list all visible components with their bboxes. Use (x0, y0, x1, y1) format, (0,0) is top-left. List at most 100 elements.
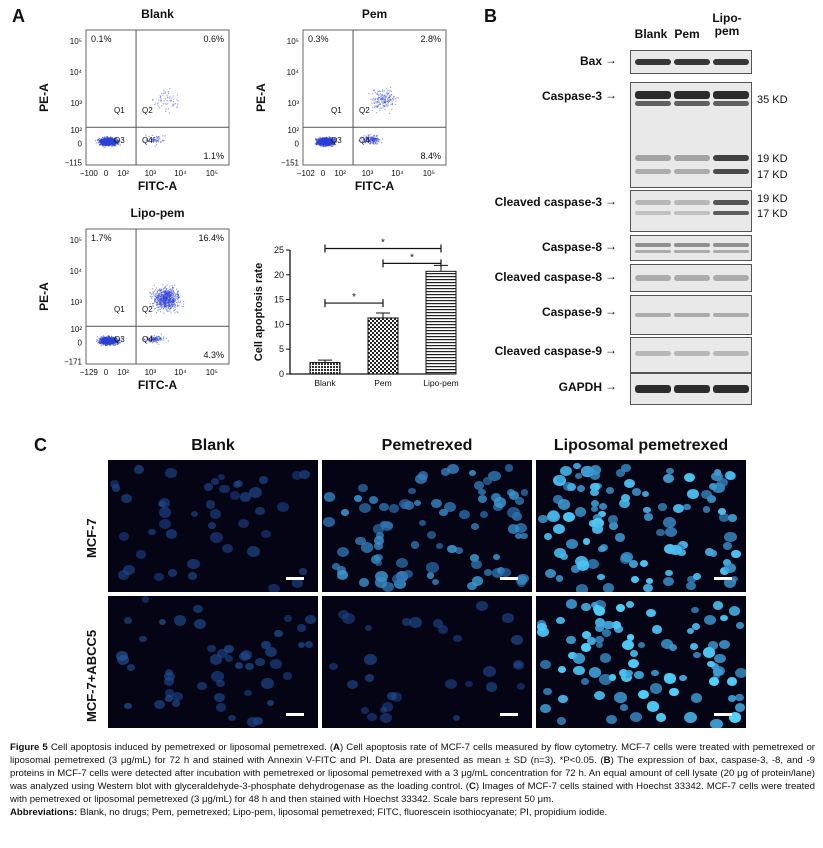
stained-nucleus (687, 489, 699, 499)
stained-nucleus (485, 682, 497, 692)
blot-label: Caspase-9 (541, 305, 602, 319)
protein-band (674, 169, 710, 174)
stained-nucleus (595, 635, 604, 643)
stained-nucleus (666, 467, 675, 475)
stained-nucleus (684, 711, 697, 723)
stained-nucleus (734, 703, 746, 712)
stained-nucleus (637, 641, 645, 649)
stained-nucleus (465, 680, 473, 688)
stained-nucleus (566, 538, 579, 549)
stained-nucleus (216, 703, 227, 712)
protein-band (713, 385, 749, 393)
stained-nucleus (403, 570, 413, 579)
caption-a: A (333, 742, 340, 753)
stained-nucleus (388, 503, 400, 513)
quadrant-label-q4: Q4 (142, 136, 153, 145)
stained-nucleus (573, 462, 582, 470)
stained-nucleus (514, 661, 522, 669)
stained-nucleus (703, 615, 716, 626)
protein-band (713, 275, 749, 281)
stained-nucleus (710, 718, 723, 728)
stained-nucleus (387, 691, 397, 700)
bar-y-tick-label: 0 (279, 369, 284, 379)
stained-nucleus (621, 494, 631, 503)
stained-nucleus (621, 463, 632, 473)
stained-nucleus (514, 523, 527, 534)
stained-nucleus (665, 569, 674, 577)
stained-nucleus (124, 702, 133, 710)
stained-nucleus (221, 543, 233, 554)
stained-nucleus (685, 581, 697, 591)
stained-nucleus (148, 528, 157, 536)
blot-membrane (630, 82, 752, 188)
percent-q1: 0.3% (308, 34, 329, 44)
stained-nucleus (639, 559, 649, 567)
stained-nucleus (454, 546, 463, 554)
stained-nucleus (342, 612, 356, 624)
stained-nucleus (373, 536, 384, 545)
arrow-icon: → (605, 53, 617, 67)
stained-nucleus (583, 538, 591, 545)
stained-nucleus (540, 659, 552, 670)
stained-nucleus (283, 615, 293, 623)
quadrant-label-q1: Q1 (114, 305, 125, 314)
stained-nucleus (255, 507, 265, 516)
stained-nucleus (687, 575, 697, 584)
bar-y-tick-label: 25 (274, 245, 284, 255)
flow-plot-title: Pem (362, 7, 387, 21)
stained-nucleus (683, 503, 691, 511)
stained-nucleus (158, 506, 172, 518)
micrograph-column-title: Blank (191, 437, 235, 454)
stained-nucleus (558, 665, 567, 673)
quadrant-label-q2: Q2 (142, 305, 153, 314)
stained-nucleus (246, 546, 260, 557)
lane-label: Pem (674, 27, 700, 41)
stained-nucleus (374, 559, 383, 567)
stained-nucleus (565, 599, 577, 609)
stained-nucleus (595, 641, 604, 649)
stained-nucleus (210, 532, 224, 544)
stained-nucleus (259, 476, 268, 484)
stained-nucleus (620, 704, 629, 711)
stained-nucleus (716, 477, 728, 488)
x-axis-label: FITC-A (138, 378, 178, 392)
flow-plot-title: Lipo-pem (131, 206, 185, 220)
protein-band (713, 101, 749, 106)
fluorescence-micrograph (322, 596, 532, 728)
percent-q2: 16.4% (198, 233, 224, 243)
bar-blank (309, 362, 341, 375)
stained-nucleus (375, 531, 385, 540)
bar-category-label: Blank (314, 378, 336, 388)
stained-nucleus (166, 529, 178, 539)
stained-nucleus (483, 568, 493, 576)
stained-nucleus (650, 669, 659, 677)
stained-nucleus (426, 530, 436, 539)
stained-nucleus (305, 615, 316, 625)
protein-band (635, 351, 671, 356)
stained-nucleus (154, 699, 166, 709)
y-tick-label: −151 (281, 158, 300, 167)
stained-nucleus (566, 482, 577, 491)
significance-star: * (381, 238, 385, 249)
stained-nucleus (568, 652, 577, 660)
stained-nucleus (392, 574, 405, 585)
x-tick-label: 10⁴ (391, 169, 404, 178)
stained-nucleus (410, 541, 420, 549)
stained-nucleus (728, 514, 737, 522)
stained-nucleus (591, 506, 599, 513)
stained-nucleus (364, 624, 373, 632)
protein-band (635, 155, 671, 161)
stained-nucleus (475, 600, 488, 611)
stained-nucleus (139, 635, 148, 643)
stained-nucleus (235, 662, 244, 669)
stained-nucleus (297, 641, 306, 649)
protein-band (674, 211, 710, 215)
protein-band (635, 91, 671, 99)
blot-label: Bax (579, 54, 602, 68)
flow-plot-2: Pem Q1 Q2 Q3 Q4 0.3% 2.8% 8.4% 10⁵ 10⁴ 10³ 10² 0 −151… (254, 7, 447, 193)
stained-nucleus (459, 510, 470, 519)
x-tick-label: 10² (117, 169, 129, 178)
stained-nucleus (624, 479, 635, 489)
quadrant-label-q2: Q2 (359, 106, 370, 115)
stained-nucleus (379, 712, 393, 724)
